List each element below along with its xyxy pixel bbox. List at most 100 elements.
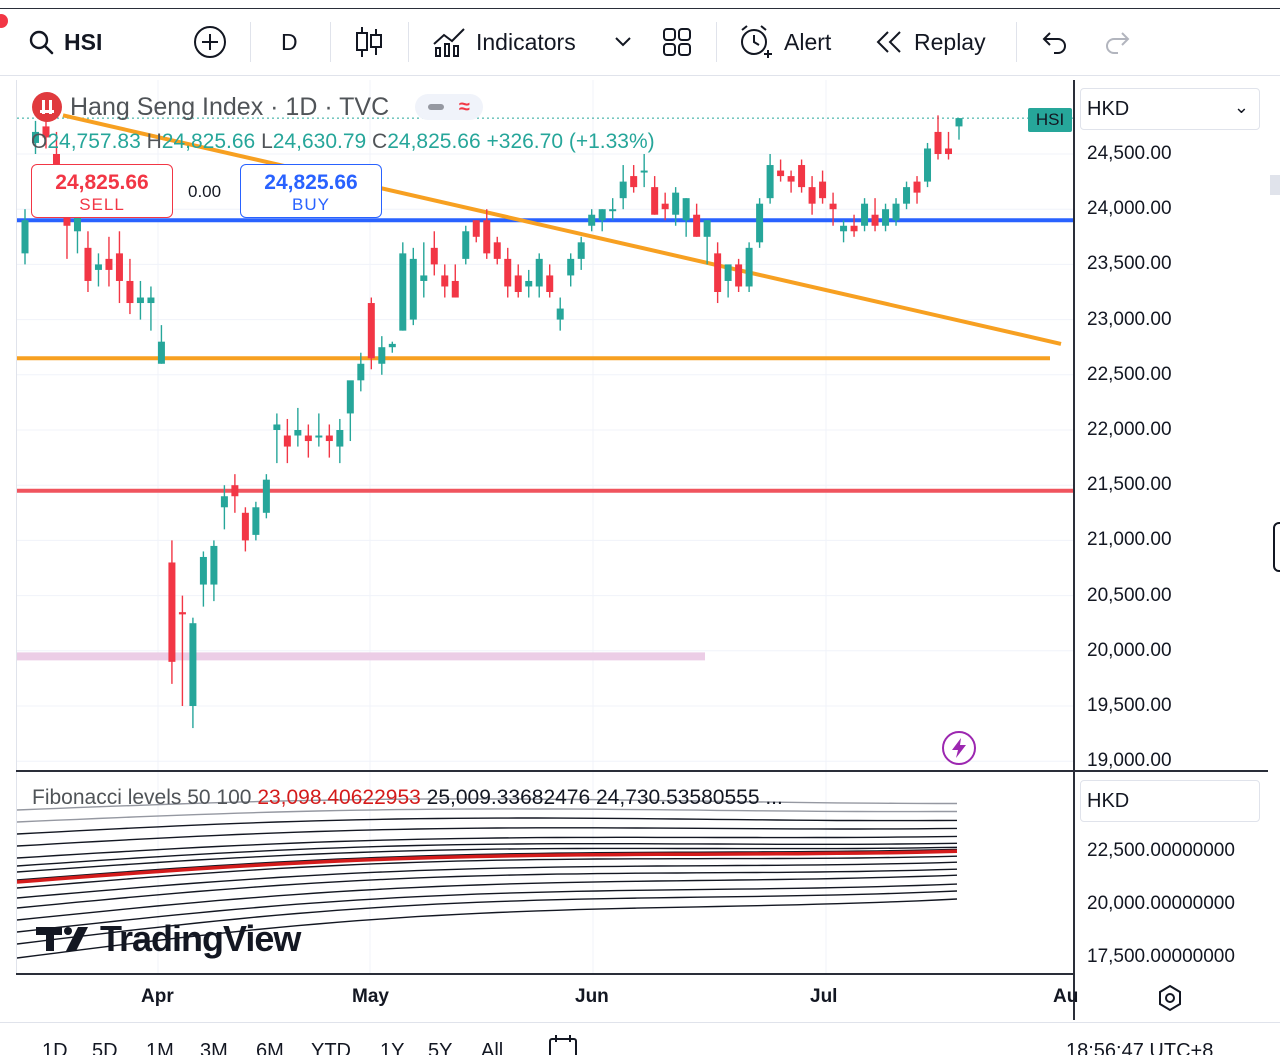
alert-button[interactable]: Alert <box>738 22 831 62</box>
price-tick-label: 19,000.00 <box>1087 750 1172 772</box>
time-tick-label: Au <box>1053 986 1079 1007</box>
candle-body <box>514 275 522 292</box>
fib-level-line <box>17 855 958 889</box>
low-label: L <box>261 130 273 153</box>
indicator-tick-label: 20,000.00000000 <box>1087 893 1235 914</box>
indicator-currency-label[interactable]: HKD <box>1080 780 1260 822</box>
indicators-button[interactable]: Indicators <box>432 22 576 62</box>
sell-button[interactable]: 24,825.66 SELL <box>31 164 173 218</box>
range-button[interactable]: All <box>481 1040 504 1055</box>
tradingview-watermark: TradingView <box>36 918 301 960</box>
candle-body <box>651 187 659 215</box>
lightning-event-icon[interactable] <box>942 731 976 765</box>
interval-button[interactable]: D <box>281 22 298 62</box>
buy-button[interactable]: 24,825.66 BUY <box>240 164 382 218</box>
change-value: +326.70 (+1.33%) <box>486 130 655 153</box>
indicator-legend[interactable]: Fibonacci levels 50 100 23,098.40622953 … <box>32 786 783 810</box>
trend-line-orange <box>62 113 1062 346</box>
toolbar-separator <box>1016 22 1017 62</box>
candle-body <box>252 507 260 535</box>
clock-display[interactable]: 18:56:47 UTC+8 <box>1066 1040 1214 1055</box>
range-button[interactable]: 1D <box>42 1040 68 1055</box>
sidebar-handle[interactable] <box>1273 522 1280 572</box>
range-button[interactable]: 1M <box>146 1040 174 1055</box>
candle-body <box>420 275 428 281</box>
fib-level-line <box>17 848 958 881</box>
candle-body <box>52 154 60 166</box>
price-tick-label: 20,000.00 <box>1087 639 1172 661</box>
redo-button[interactable] <box>1104 22 1132 62</box>
chevron-down-icon: ⌄ <box>1233 97 1249 117</box>
chart-type-button[interactable] <box>355 22 383 62</box>
toolbar-separator <box>250 22 251 62</box>
range-button[interactable]: YTD <box>311 1040 351 1055</box>
buy-label: BUY <box>292 195 330 214</box>
ohlc-values: O24,757.83 H24,825.66 L24,630.79 C24,825… <box>31 130 655 154</box>
candle-body <box>934 131 942 154</box>
candle-body <box>367 303 375 359</box>
candle-body <box>451 280 459 298</box>
candle-body <box>724 264 732 281</box>
range-button[interactable]: 5Y <box>428 1040 453 1055</box>
price-tick-label: 20,500.00 <box>1087 584 1172 606</box>
legend-status-pill[interactable]: ≈ <box>415 94 484 120</box>
candle-body <box>493 242 501 259</box>
interval-label: D <box>281 28 298 55</box>
candle-body <box>147 297 155 304</box>
symbol-legend[interactable]: Hang Seng Index · 1D · TVC ≈ <box>32 92 484 122</box>
symbol-search[interactable]: HSI <box>28 22 102 62</box>
pane-separator[interactable] <box>16 770 1268 772</box>
price-axis-border <box>1073 80 1075 1020</box>
candle-body <box>126 280 134 304</box>
indicator-value-red: 23,098.40622953 <box>257 786 421 809</box>
scroll-indicator <box>1270 175 1280 195</box>
layout-button[interactable] <box>662 22 692 62</box>
currency-selector[interactable]: HKD ⌄ <box>1080 88 1260 130</box>
high-label: H <box>146 130 162 153</box>
fib-level-line-red <box>17 849 958 884</box>
sell-price: 24,825.66 <box>55 171 149 194</box>
indicators-label: Indicators <box>476 28 576 55</box>
candle-body <box>945 148 953 154</box>
range-button[interactable]: 5D <box>92 1040 118 1055</box>
candle-body <box>210 545 218 585</box>
price-tick-label: 24,500.00 <box>1087 143 1172 164</box>
close-label: C <box>372 130 388 153</box>
high-value: 24,825.66 <box>161 130 256 153</box>
range-button[interactable]: 6M <box>256 1040 284 1055</box>
candle-body <box>567 258 575 276</box>
fib-level-line <box>17 808 957 823</box>
range-button[interactable]: 1Y <box>380 1040 405 1055</box>
time-tick-label: Jul <box>810 986 838 1007</box>
compare-symbol-button[interactable] <box>193 22 227 62</box>
fib-level-line <box>17 874 958 921</box>
candle-body <box>577 242 585 259</box>
candle-body <box>766 165 774 199</box>
chart-settings-button[interactable] <box>1156 984 1184 1017</box>
candle-body <box>262 479 270 513</box>
candle-body <box>304 435 312 442</box>
replay-button[interactable]: Replay <box>874 22 986 62</box>
candle-body <box>430 247 438 265</box>
indicators-templates-dropdown[interactable] <box>614 22 632 62</box>
fib-level-line <box>17 842 958 867</box>
candle-body <box>178 612 186 615</box>
spread-value: 0.00 <box>188 182 222 201</box>
date-range-button[interactable] <box>548 1034 578 1055</box>
fib-level-line <box>17 846 958 873</box>
time-tick-label: Apr <box>141 986 174 1007</box>
candle-body <box>714 253 722 292</box>
candles-icon <box>356 27 382 57</box>
buy-price: 24,825.66 <box>264 171 358 194</box>
range-button[interactable]: 3M <box>200 1040 228 1055</box>
fib-level-line <box>17 835 958 859</box>
price-tick-label: 23,500.00 <box>1087 253 1172 275</box>
chart-pane[interactable] <box>16 80 1074 975</box>
undo-button[interactable] <box>1040 22 1068 62</box>
price-chart[interactable] <box>17 80 1075 975</box>
candle-body <box>399 253 407 331</box>
search-icon <box>29 30 54 55</box>
candle-body <box>42 126 50 138</box>
candle-body <box>504 258 512 287</box>
candle-body <box>840 225 848 232</box>
